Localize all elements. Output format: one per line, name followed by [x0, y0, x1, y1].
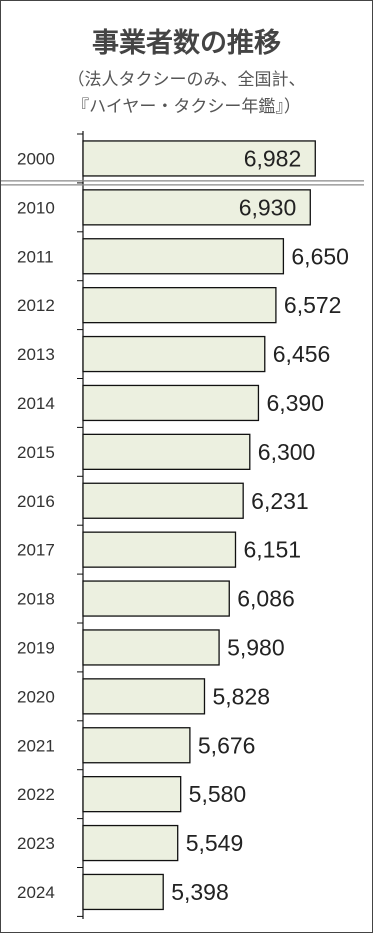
bar-2012 [82, 286, 277, 324]
y-tick-label-2022: 2022 [17, 785, 55, 804]
y-tick-label-2000: 2000 [17, 149, 55, 168]
chart-subtitle-line-2: 『ハイヤー・タクシー年鑑』） [72, 97, 301, 117]
bar-2011 [82, 238, 285, 275]
data-label-2020: 5,828 [212, 683, 270, 709]
data-label-2010: 6,930 [239, 194, 297, 220]
bar-2021 [82, 727, 191, 764]
y-tick-label-2010: 2010 [17, 198, 55, 217]
y-tick-label-2014: 2014 [17, 394, 55, 413]
y-tick-label-2018: 2018 [17, 590, 55, 609]
y-tick-label-2023: 2023 [17, 834, 55, 853]
data-label-2012: 6,572 [284, 292, 342, 318]
data-label-2019: 5,980 [227, 634, 285, 660]
y-tick-label-2016: 2016 [17, 492, 55, 511]
bar-2000 [82, 140, 316, 177]
bar-2016 [82, 482, 244, 519]
data-label-2015: 6,300 [258, 439, 316, 465]
y-tick-label-2017: 2017 [17, 541, 55, 560]
y-tick-label-2019: 2019 [17, 638, 55, 657]
data-label-2018: 6,086 [237, 586, 295, 612]
y-tick-label-2011: 2011 [17, 247, 54, 266]
bar-2015 [82, 433, 251, 471]
y-tick-label-2015: 2015 [17, 443, 55, 462]
data-label-2000: 6,982 [244, 145, 302, 171]
data-label-2017: 6,151 [243, 537, 301, 563]
data-label-2014: 6,390 [266, 390, 324, 416]
bar-2010 [82, 189, 311, 226]
bar-2014 [82, 384, 260, 422]
data-label-2013: 6,456 [273, 341, 331, 367]
data-label-2022: 5,580 [189, 781, 247, 807]
bar-2023 [82, 824, 179, 862]
bar-2018 [82, 580, 230, 617]
data-label-2021: 5,676 [198, 732, 256, 758]
bar-2013 [82, 335, 266, 373]
data-label-2016: 6,231 [251, 488, 309, 514]
y-tick-label-2013: 2013 [17, 345, 55, 364]
bar-2022 [82, 776, 182, 813]
y-tick-label-2024: 2024 [17, 883, 55, 902]
y-tick-label-2021: 2021 [17, 736, 55, 755]
chart-title: 事業者数の推移 [92, 28, 281, 59]
data-label-2011: 6,650 [291, 243, 349, 269]
bar-2019 [82, 629, 220, 666]
data-label-2024: 5,398 [171, 879, 229, 905]
y-tick-label-2012: 2012 [17, 296, 55, 315]
bar-2020 [82, 678, 206, 715]
y-tick-label-2020: 2020 [17, 687, 55, 706]
bar-2017 [82, 531, 237, 568]
bar-2024 [82, 873, 164, 911]
data-label-2023: 5,549 [186, 830, 244, 856]
chart-subtitle-line-1: （法人タクシーのみ、全国計、 [67, 70, 306, 90]
